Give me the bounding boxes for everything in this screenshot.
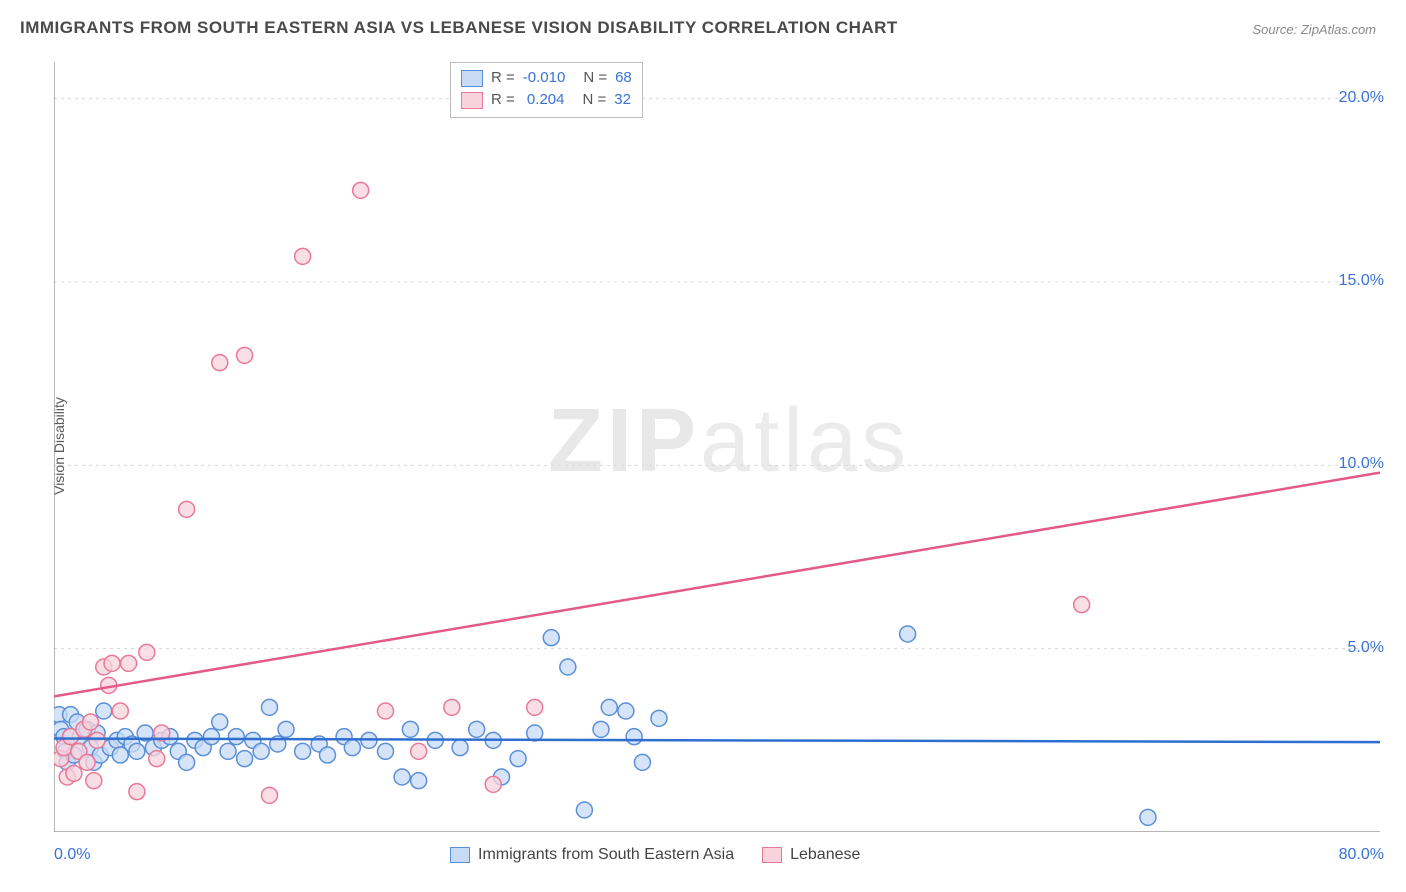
legend-swatch-icon [762, 847, 782, 863]
legend-item: Immigrants from South Eastern Asia [450, 846, 734, 864]
legend-label: Immigrants from South Eastern Asia [478, 846, 734, 864]
scatter-plot [54, 62, 1380, 832]
legend-N-value: 68 [615, 67, 632, 89]
legend-label: Lebanese [790, 846, 860, 864]
legend-R-value: -0.010 [523, 67, 566, 89]
legend-series: Immigrants from South Eastern Asia Leban… [450, 846, 860, 864]
legend-N-value: 32 [614, 89, 631, 111]
source-credit: Source: ZipAtlas.com [1252, 22, 1376, 37]
legend-correlation: R = -0.010 N = 68 R = 0.204 N = 32 [450, 62, 643, 118]
legend-swatch-icon [450, 847, 470, 863]
plot-svg [54, 62, 1380, 832]
chart-title: IMMIGRANTS FROM SOUTH EASTERN ASIA VS LE… [20, 18, 898, 38]
legend-row: R = -0.010 N = 68 [461, 67, 632, 89]
legend-R-value: 0.204 [523, 89, 565, 111]
y-tick-label: 10.0% [1324, 455, 1384, 473]
y-tick-label: 15.0% [1324, 272, 1384, 290]
legend-swatch-icon [461, 70, 483, 87]
legend-swatch-icon [461, 92, 483, 109]
legend-row: R = 0.204 N = 32 [461, 89, 632, 111]
x-tick-label: 80.0% [1339, 846, 1384, 864]
y-tick-label: 5.0% [1324, 639, 1384, 657]
x-tick-label: 0.0% [54, 846, 90, 864]
legend-item: Lebanese [762, 846, 860, 864]
y-tick-label: 20.0% [1324, 89, 1384, 107]
